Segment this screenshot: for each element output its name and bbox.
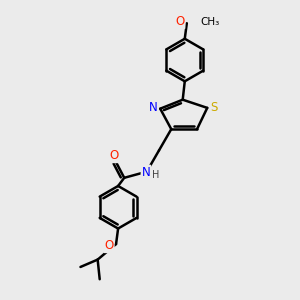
Text: H: H [152, 170, 160, 180]
Text: N: N [148, 100, 157, 114]
Text: O: O [175, 15, 184, 28]
Text: CH₃: CH₃ [200, 16, 220, 27]
Text: S: S [210, 100, 218, 114]
Text: O: O [104, 239, 114, 252]
Text: N: N [142, 166, 150, 178]
Text: O: O [109, 149, 118, 162]
